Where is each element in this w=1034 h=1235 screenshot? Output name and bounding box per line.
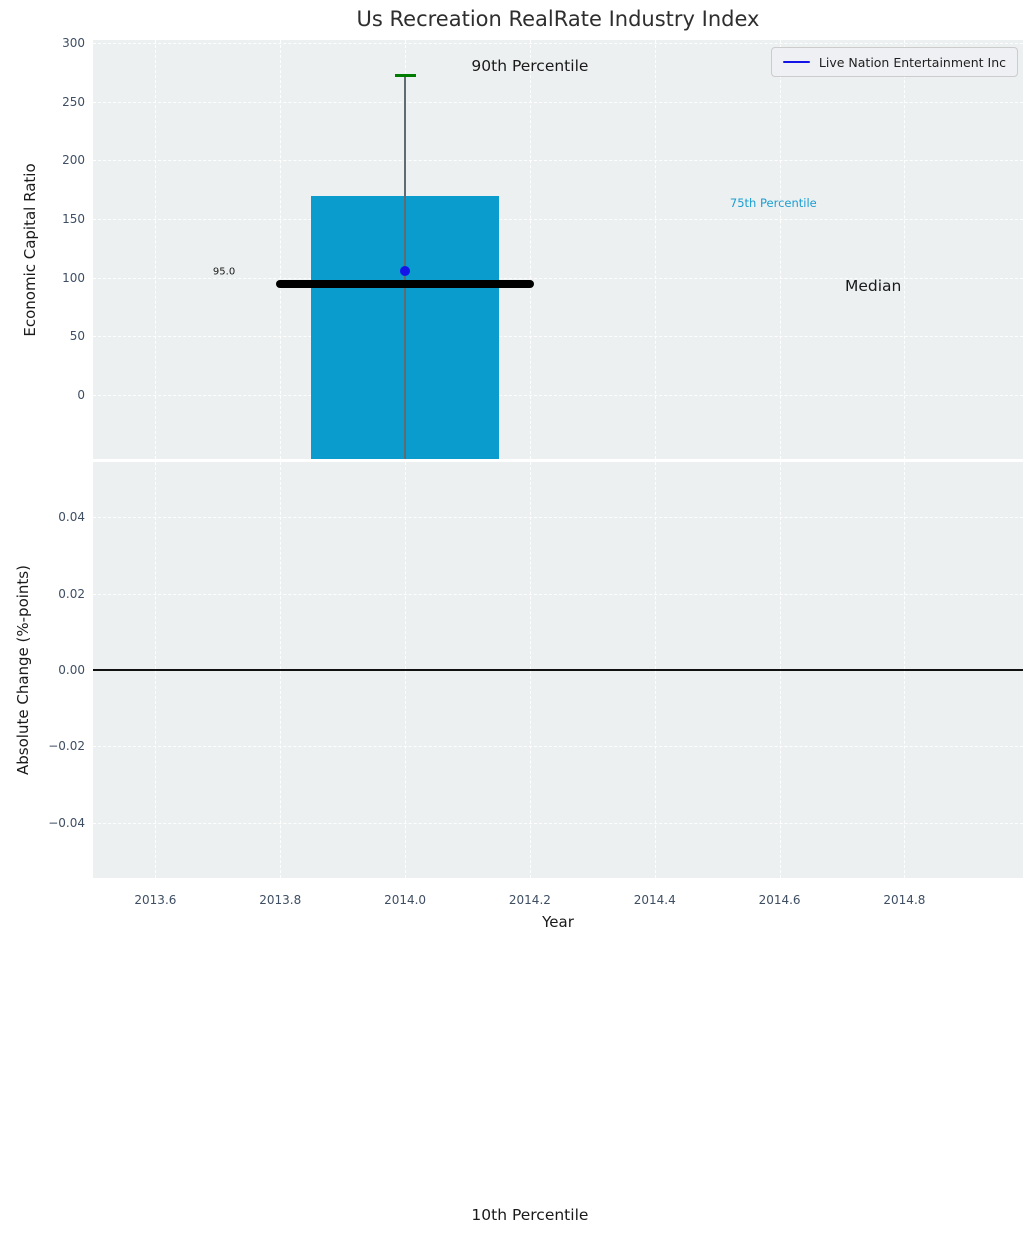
annotation-95-0: 95.0 <box>212 266 236 278</box>
y-tick-label: 50 <box>69 329 85 344</box>
legend-label: Live Nation Entertainment Inc <box>818 54 1006 70</box>
y-tick-label: 0.02 <box>58 586 85 601</box>
gridline-vertical <box>904 40 906 459</box>
y-tick-label: 150 <box>62 211 85 226</box>
annotation-10th-percentile: 10th Percentile <box>471 1206 589 1225</box>
gridline-vertical <box>654 40 656 459</box>
gridline-horizontal <box>93 42 1023 44</box>
zero-line <box>93 669 1023 671</box>
x-tick-label: 2013.6 <box>134 893 177 907</box>
x-tick-label: 2014.2 <box>508 893 551 907</box>
gridline-horizontal <box>93 593 1023 595</box>
chart-title: Us Recreation RealRate Industry Index <box>356 7 760 31</box>
y-tick-label: 100 <box>62 270 85 285</box>
x-tick-label: 2014.4 <box>633 893 676 907</box>
gridline-horizontal <box>93 336 1023 338</box>
company-point <box>400 265 411 276</box>
annotation-75th-percentile: 75th Percentile <box>729 195 817 210</box>
gridline-horizontal <box>93 101 1023 103</box>
gridline-horizontal <box>93 277 1023 279</box>
legend: Live Nation Entertainment Inc <box>770 47 1018 77</box>
y-tick-label: 0.00 <box>58 663 85 677</box>
x-tick-label: 2014.6 <box>758 893 801 907</box>
gridline-horizontal <box>93 160 1023 162</box>
gridline-vertical <box>779 40 781 459</box>
gridline-horizontal <box>93 517 1023 519</box>
y-axis-label-top: Economic Capital Ratio <box>21 163 39 337</box>
y-tick-label: 0 <box>77 388 85 403</box>
gridline-vertical <box>155 40 157 459</box>
y-tick-label: −0.02 <box>48 739 85 754</box>
gridline-vertical <box>280 40 282 459</box>
gridline-horizontal <box>93 822 1023 824</box>
bottom-plot-area <box>93 462 1023 878</box>
gridline-horizontal <box>93 746 1023 748</box>
y-tick-label: 0.04 <box>58 510 85 525</box>
top-plot-area <box>93 40 1023 459</box>
y-tick-label: 300 <box>62 35 85 50</box>
legend-line-icon <box>782 60 810 64</box>
y-tick-label: 200 <box>62 153 85 168</box>
y-tick-label: 250 <box>62 94 85 109</box>
median-line <box>276 279 534 288</box>
x-tick-label: 2013.8 <box>259 893 302 907</box>
annotation-90th-percentile: 90th Percentile <box>471 57 589 76</box>
x-tick-label: 2014.8 <box>883 893 926 907</box>
gridline-vertical <box>529 40 531 459</box>
gridline-horizontal <box>93 395 1023 397</box>
x-axis-label: Year <box>542 913 574 931</box>
y-tick-label: −0.04 <box>48 815 85 830</box>
p90-cap <box>394 74 416 78</box>
gridline-horizontal <box>93 218 1023 220</box>
x-tick-label: 2014.0 <box>384 893 427 907</box>
annotation-median: Median <box>844 276 902 295</box>
